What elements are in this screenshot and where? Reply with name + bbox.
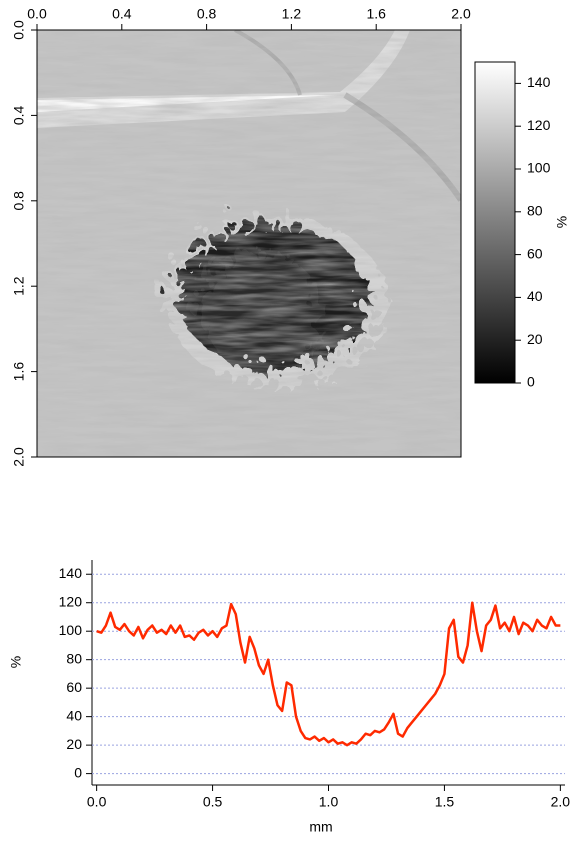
x-tick-label: 0.0: [87, 794, 107, 810]
colorbar-tick-label: 100: [527, 160, 551, 176]
x-tick-label: 0.0: [27, 6, 47, 22]
y-tick-label: 80: [66, 650, 82, 666]
y-tick-label: 0.8: [11, 191, 27, 211]
colorbar-tick-label: 60: [527, 245, 543, 261]
colorbar-tick-label: 20: [527, 331, 543, 347]
y-tick-label: 1.2: [11, 276, 27, 296]
y-tick-label: 20: [66, 736, 82, 752]
colorbar-label: %: [554, 216, 570, 228]
x-axis-label: mm: [309, 819, 332, 835]
y-tick-label: 1.6: [11, 362, 27, 382]
colorbar-tick-label: 140: [527, 74, 551, 90]
y-tick-label: 0: [74, 764, 82, 780]
x-tick-label: 0.8: [197, 6, 217, 22]
x-tick-label: 1.2: [282, 6, 302, 22]
image-frame: [36, 29, 462, 458]
y-tick-label: 0.4: [11, 105, 27, 125]
y-tick-label: 2.0: [11, 447, 27, 467]
y-tick-label: 0.0: [11, 20, 27, 40]
y-axis-label: %: [8, 656, 24, 668]
colorbar-tick-label: 40: [527, 288, 543, 304]
image: [37, 30, 461, 457]
x-tick-label: 0.4: [112, 6, 132, 22]
y-tick-label: 40: [66, 707, 82, 723]
x-tick-label: 1.0: [319, 794, 339, 810]
colorbar: [474, 61, 516, 384]
colorbar-tick-label: 120: [527, 117, 551, 133]
colorbar-tick-label: 0: [527, 374, 535, 390]
x-tick-label: 0.5: [203, 794, 223, 810]
x-tick-label: 1.6: [366, 6, 386, 22]
x-tick-label: 2.0: [551, 794, 571, 810]
y-tick-label: 120: [59, 593, 83, 609]
x-tick-label: 2.0: [451, 6, 471, 22]
colorbar-tick-label: 80: [527, 203, 543, 219]
y-tick-label: 100: [59, 622, 83, 638]
y-tick-label: 140: [59, 565, 83, 581]
x-tick-label: 1.5: [435, 794, 455, 810]
data-line: [96, 601, 561, 747]
y-tick-label: 60: [66, 679, 82, 695]
